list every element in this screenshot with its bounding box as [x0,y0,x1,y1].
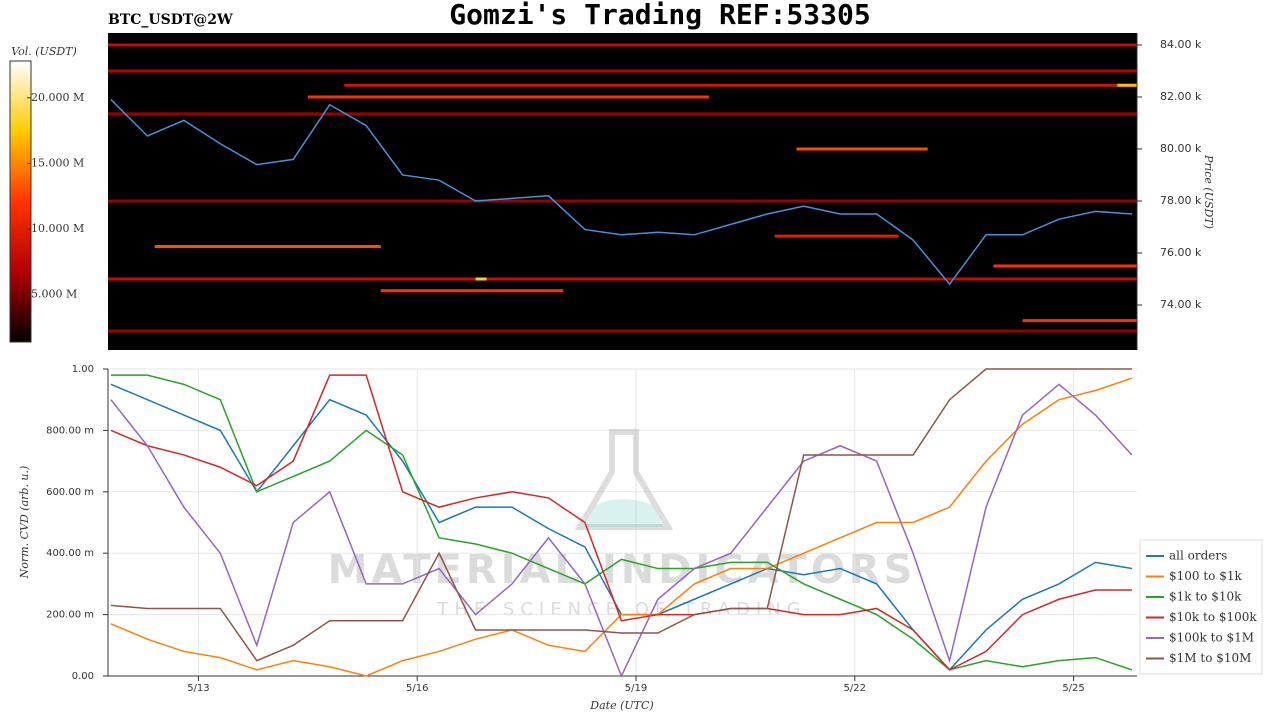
legend-label: $100 to $1k [1169,569,1242,583]
liquidity-level [108,199,1137,203]
page-title: Gomzi's Trading REF:53305 [449,0,870,31]
series-line [110,374,1133,671]
liquidity-level [993,264,1137,268]
liquidity-level [774,234,899,238]
colorbar-tick-label: 10.000 M [31,222,84,235]
y-tick-label: 1.00 [72,364,94,375]
x-tick-label: 5/25 [1062,683,1084,694]
price-line [110,99,1132,286]
legend-label: $100k to $1M [1169,631,1254,645]
liquidity-level [108,69,1137,73]
y-axis-label: Price (USDT) [1202,154,1215,229]
colorbar-tick-label: 15.000 M [31,156,84,169]
liquidity-level [108,112,1137,116]
x-tick-label: 5/16 [406,683,428,694]
liquidity-level [380,289,564,293]
series-line [110,377,1133,677]
y-tick-label: 74.00 k [1160,298,1202,311]
x-tick-label: 5/13 [187,683,209,694]
liquidity-level [108,329,1137,333]
x-axis-label: Date (UTC) [589,699,653,712]
liquidity-level [108,43,1137,47]
y-tick-label: 76.00 k [1160,246,1202,259]
liquidity-level [307,95,709,99]
series-line [110,383,1133,678]
x-tick-label: 5/22 [844,683,866,694]
legend-box [1139,539,1263,675]
series-line [110,374,1132,671]
colorbar [9,60,32,343]
liquidity-level [796,147,928,151]
watermark-sub: THE SCIENCE OF TRADING [436,599,806,620]
y-tick-label: 80.00 k [1160,142,1202,155]
colorbar-tick-label: 20.000 M [31,91,84,104]
liquidity-level [154,245,381,249]
legend-label: $10k to $100k [1169,610,1257,624]
y-tick-label: 200.00 m [46,610,94,621]
y-tick-label: 82.00 k [1160,90,1202,103]
y-axis-label: Norm. CVD (arb. u.) [18,466,31,580]
watermark-icon [574,429,674,530]
legend-label: all orders [1169,549,1227,563]
liquidity-level [344,83,1138,87]
market-label: BTC_USDT@2W [108,12,233,28]
liquidity-level [108,277,1137,281]
x-tick-label: 5/19 [625,683,647,694]
y-tick-label: 84.00 k [1160,38,1202,51]
liquidity-level [1022,319,1137,323]
liquidity-level [475,277,487,281]
colorbar-label: Vol. (USDT) [11,45,77,58]
watermark: MATERIAL INDICATORS [328,547,917,593]
y-tick-label: 0.00 [72,671,94,682]
heatmap-background [108,33,1137,350]
y-tick-label: 78.00 k [1160,194,1202,207]
liquidity-level [1117,83,1137,87]
y-tick-label: 800.00 m [46,425,94,436]
watermark-icon [584,499,664,527]
legend-label: $1M to $10M [1169,651,1251,665]
y-tick-label: 400.00 m [46,548,94,559]
colorbar-tick-label: 5.000 M [31,288,77,301]
legend-label: $1k to $10k [1169,590,1242,604]
y-tick-label: 600.00 m [46,487,94,498]
series-line [110,368,1132,662]
